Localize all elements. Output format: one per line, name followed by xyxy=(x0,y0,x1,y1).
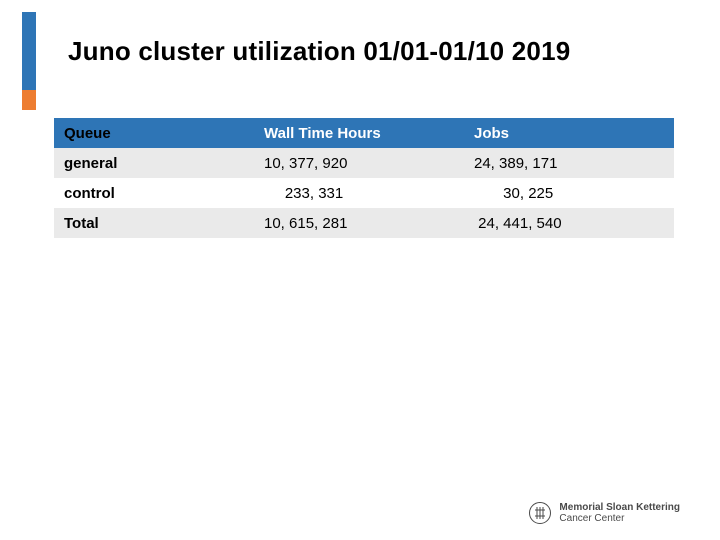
table-header-row: Queue Wall Time Hours Jobs xyxy=(54,118,674,148)
cell-walltime: 233, 331 xyxy=(254,185,464,202)
col-header-jobs: Jobs xyxy=(464,125,674,142)
col-header-queue: Queue xyxy=(54,125,254,142)
cell-jobs: 24, 389, 171 xyxy=(464,155,674,172)
table-row: general 10, 377, 920 24, 389, 171 xyxy=(54,148,674,178)
cell-queue: general xyxy=(54,155,254,172)
cell-jobs: 24, 441, 540 xyxy=(464,215,674,232)
cell-jobs: 30, 225 xyxy=(464,185,674,202)
cell-walltime: 10, 615, 281 xyxy=(254,215,464,232)
cell-queue: Total xyxy=(54,215,254,232)
page-title: Juno cluster utilization 01/01-01/10 201… xyxy=(68,36,570,67)
mskcc-logo-icon xyxy=(529,502,551,524)
table-row: Total 10, 615, 281 24, 441, 540 xyxy=(54,208,674,238)
accent-bar xyxy=(22,12,36,110)
footer-logo: Memorial Sloan Kettering Cancer Center xyxy=(529,502,680,524)
accent-blue xyxy=(22,12,36,90)
cell-walltime: 10, 377, 920 xyxy=(254,155,464,172)
footer-logo-text: Memorial Sloan Kettering Cancer Center xyxy=(559,502,680,524)
col-header-walltime: Wall Time Hours xyxy=(254,125,464,142)
cell-queue: control xyxy=(54,185,254,202)
logo-line2: Cancer Center xyxy=(559,513,680,524)
logo-line1: Memorial Sloan Kettering xyxy=(559,502,680,513)
accent-orange xyxy=(22,90,36,110)
utilization-table: Queue Wall Time Hours Jobs general 10, 3… xyxy=(54,118,674,238)
table-row: control 233, 331 30, 225 xyxy=(54,178,674,208)
